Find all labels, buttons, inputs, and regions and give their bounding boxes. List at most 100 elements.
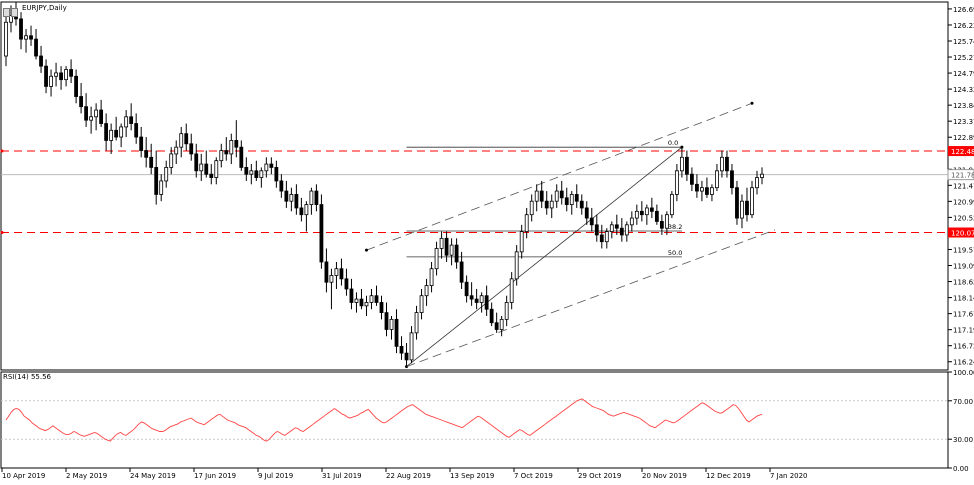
price-tick-label: 118.620 [953, 279, 974, 287]
date-tick-label: 31 Jul 2019 [322, 472, 362, 480]
price-tick-label: 123.845 [953, 102, 974, 110]
candle-body [229, 140, 234, 155]
candle-body [54, 72, 58, 77]
candle-body [574, 194, 579, 202]
candle-body [189, 143, 194, 155]
candle-body [149, 156, 154, 168]
candle-body [124, 116, 129, 128]
candle-body [34, 38, 38, 57]
candle-body [740, 200, 744, 219]
candle-body [564, 197, 569, 205]
candle-body [690, 173, 694, 185]
candle-body [634, 210, 639, 219]
candle-body [654, 210, 659, 222]
candle-body [594, 224, 599, 236]
candle-body [504, 302, 509, 320]
candle-body [419, 295, 424, 314]
candle-body [529, 200, 534, 216]
price-tick-label: 126.220 [953, 22, 974, 30]
candle-body [379, 302, 384, 314]
price-panel: 0.0 38.2 50.0 [0, 1, 949, 371]
candle-body [434, 248, 439, 270]
candle-body [319, 204, 324, 263]
candle-body [234, 140, 239, 148]
rsi-line [5, 398, 763, 442]
price-tick-label: 122.895 [953, 134, 974, 142]
candle-body [384, 312, 389, 330]
candle-body [544, 200, 549, 209]
candle-body [735, 187, 739, 219]
chart-window-icon [3, 3, 19, 17]
axes: 126.695 126.220 125.745 125.270 124.795 124.3… [1, 6, 974, 480]
candle-body [629, 217, 634, 226]
fib-level-label: 50.0 [668, 249, 682, 257]
price-panel-frame [0, 1, 949, 371]
candle-body [304, 204, 309, 216]
candle-body [44, 65, 48, 87]
price-tick-label: 120.995 [953, 198, 974, 206]
candle-body [720, 156, 724, 172]
symbol-label: EURJPY,Daily [22, 4, 67, 12]
candle-body [279, 180, 284, 192]
candle-body [134, 123, 139, 138]
candle-body [474, 298, 479, 303]
candle-body [244, 167, 249, 175]
candle-body [649, 207, 654, 212]
candle-body [695, 183, 699, 192]
candle-body [394, 318, 399, 347]
channel-lower-line [406, 229, 776, 367]
candle-body [679, 156, 684, 172]
candle-body [624, 224, 629, 236]
date-tick-label: 9 Jul 2019 [258, 472, 293, 480]
rsi-tick-label: 0.00 [953, 465, 969, 473]
level-price-tag [948, 227, 974, 238]
candle-body [404, 352, 409, 361]
candle-body [179, 133, 184, 148]
candle-body [224, 150, 229, 155]
candle-body [269, 163, 274, 168]
price-tick-label: 120.520 [953, 214, 974, 222]
candle-body [519, 231, 524, 253]
candle-body [554, 190, 559, 202]
candle-body [164, 167, 169, 182]
candle-body [494, 322, 499, 330]
channel-anchor [750, 101, 754, 105]
level-price-label: 122.485 [951, 148, 974, 156]
candle-body [89, 116, 94, 121]
candle-body [329, 275, 334, 283]
candle-body [204, 163, 209, 175]
date-tick-label: 20 Nov 2019 [642, 472, 687, 480]
date-tick-label: 24 May 2019 [130, 472, 176, 480]
rsi-tick-label: 30.00 [953, 436, 973, 444]
candle-body [705, 187, 709, 195]
price-tick-label: 121.470 [953, 182, 974, 190]
candle-body [289, 194, 294, 202]
candle-body [659, 221, 664, 229]
candle-body [299, 207, 304, 216]
price-tick-label: 124.320 [953, 86, 974, 94]
candle-body [539, 190, 544, 202]
fib-level-label: 38.2 [668, 223, 682, 231]
candle-body [284, 190, 289, 202]
candle-body [369, 295, 374, 303]
candle-body [700, 187, 704, 192]
candle-body [674, 170, 679, 195]
rsi-panel [0, 371, 949, 469]
candle-body [339, 268, 344, 280]
current-price-label: 121.786 [951, 172, 974, 180]
candle-body [730, 170, 734, 189]
rsi-tick-label: 70.00 [953, 398, 973, 406]
candle-body [264, 163, 269, 172]
level-price-tag [948, 146, 974, 157]
channel-upper-line [366, 102, 753, 251]
candle-body [414, 312, 419, 334]
candle-body [174, 146, 179, 155]
candle-body [584, 207, 589, 219]
candle-body [29, 35, 33, 40]
level-anchor [0, 149, 4, 153]
candle-body [39, 55, 43, 67]
candle-body [479, 295, 484, 303]
price-tick-label: 125.270 [953, 54, 974, 62]
candle-body [169, 153, 174, 168]
candle-body [549, 200, 554, 209]
